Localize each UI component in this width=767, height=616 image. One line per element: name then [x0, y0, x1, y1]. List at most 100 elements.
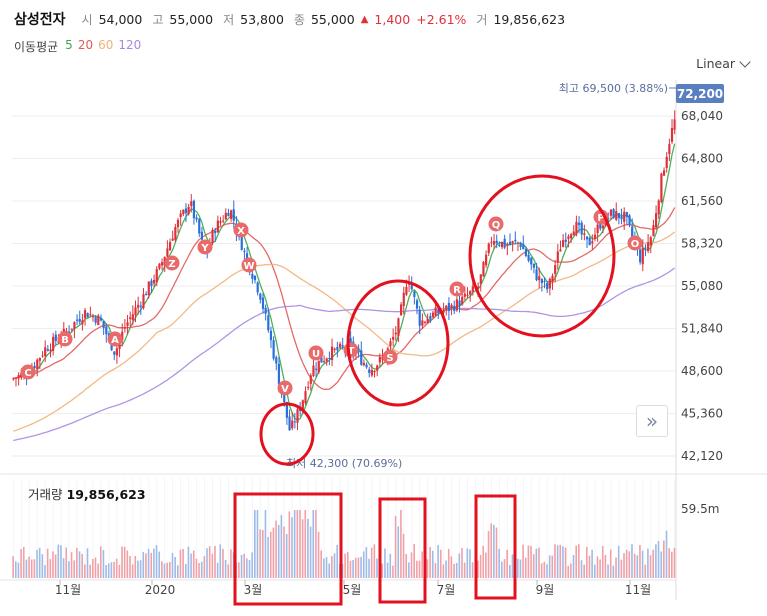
candle-body: [572, 231, 575, 236]
volume-bar: [129, 555, 131, 578]
volume-bar: [620, 559, 623, 578]
volume-bar: [30, 559, 33, 578]
candle-body: [668, 144, 671, 155]
candle-body: [577, 222, 581, 225]
volume-bar: [596, 556, 599, 578]
chart-grid: [0, 115, 767, 475]
volume-bar: [315, 510, 317, 578]
candle-body: [317, 360, 320, 373]
candle-body: [378, 357, 381, 363]
volume-bar: [354, 557, 357, 578]
volume-bar: [580, 560, 583, 578]
volume-bar: [416, 560, 418, 578]
candle-body: [293, 421, 296, 423]
marker-label: P: [597, 213, 604, 224]
candle-body: [312, 365, 315, 377]
volume-bar: [153, 548, 155, 578]
volume-bar: [243, 553, 245, 578]
candle-body: [625, 212, 628, 217]
candle-body: [588, 237, 591, 246]
scroll-right-button[interactable]: »: [636, 405, 668, 437]
ma-120[interactable]: 120: [118, 38, 142, 52]
volume-bar: [657, 540, 660, 578]
volume-bar: [617, 545, 620, 578]
candle-body: [508, 241, 512, 245]
marker-A: A: [107, 331, 123, 347]
volume-bar: [660, 551, 662, 578]
volume-bar: [373, 544, 376, 578]
volume-bar: [453, 563, 455, 578]
candle-body: [123, 327, 126, 329]
ma-20[interactable]: 20: [77, 38, 94, 52]
candle-body: [338, 343, 342, 348]
volume-bar: [288, 511, 291, 578]
volume-bar: [524, 557, 527, 578]
volume-bar: [519, 559, 522, 578]
candle-body: [431, 312, 435, 317]
volume-bar: [222, 548, 224, 578]
candle-body: [147, 281, 150, 296]
candle-body: [564, 239, 567, 243]
volume-bar: [362, 551, 365, 578]
candle-body: [224, 212, 227, 220]
volume-axis-label: 59.5m: [681, 502, 719, 516]
marker-circle: [241, 257, 257, 273]
volume-bar: [562, 546, 564, 578]
volume-bar: [264, 510, 267, 578]
volume-bar: [121, 546, 123, 578]
candle-body: [200, 231, 204, 240]
candle-body: [609, 209, 613, 216]
current-price-label: 72,200: [677, 87, 723, 101]
ma-5[interactable]: 5: [65, 38, 73, 52]
candle-body: [68, 331, 71, 333]
ma-60[interactable]: 60: [98, 38, 114, 52]
volume-bar: [599, 559, 601, 578]
candle-body: [670, 128, 674, 142]
current-price-badge: [676, 84, 724, 103]
marker-V: V: [277, 380, 293, 396]
candle-body: [644, 247, 647, 249]
high-label: 고: [152, 12, 164, 27]
volume-bar: [431, 550, 434, 578]
candle-body: [615, 211, 618, 220]
price-axis: 68,040 64,800 61,560 58,320 55,080 51,840 48,6…: [675, 80, 723, 600]
ma-line-20: [13, 207, 676, 390]
candle-body: [612, 209, 615, 219]
candle-body: [437, 310, 440, 314]
candle-body: [171, 238, 174, 241]
volume-bar: [105, 564, 107, 578]
volume-bar: [410, 552, 413, 578]
low-value: 53,800: [240, 11, 284, 27]
volume-bar: [214, 546, 216, 578]
candle-body: [44, 347, 47, 357]
ma-line-120: [13, 267, 676, 442]
volume-bar: [179, 549, 182, 578]
volume-bar: [94, 557, 97, 578]
volume-bar: [471, 562, 474, 578]
volume-bar: [97, 563, 99, 578]
candle-body: [649, 237, 652, 246]
volume-bar: [57, 544, 60, 578]
marker-circle: [488, 216, 504, 232]
marker-label: Z: [168, 259, 175, 270]
candle-body: [129, 317, 132, 320]
volume-bar: [402, 533, 405, 578]
marker-circle: [382, 349, 398, 365]
candle-body: [52, 336, 55, 351]
candle-body: [73, 322, 76, 330]
scale-dropdown[interactable]: Linear: [696, 55, 751, 71]
candle-body: [216, 220, 219, 233]
price-header: 삼성전자 시 54,000 고 55,000 저 53,800 종 55,000…: [14, 8, 565, 30]
candle-body: [309, 375, 312, 384]
candle-body: [277, 363, 281, 385]
volume-bar: [92, 558, 94, 578]
volume-bar: [131, 564, 134, 578]
volume-bar: [208, 546, 211, 578]
close-label: 종: [293, 12, 305, 27]
candle-body: [527, 254, 530, 261]
candle-body: [442, 310, 445, 313]
candle-body: [272, 340, 275, 359]
candle-body: [94, 317, 97, 323]
candle-body: [145, 294, 148, 296]
